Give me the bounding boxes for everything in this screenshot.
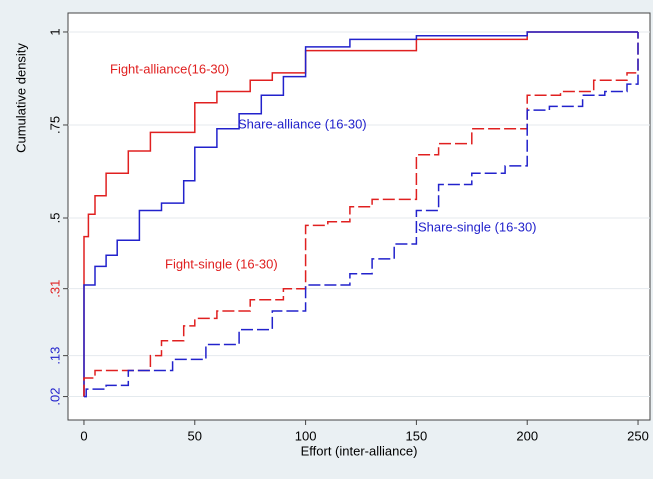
plot-area: [67, 12, 651, 421]
y-tick-label: .02: [47, 388, 62, 406]
series-line: [83, 31, 638, 397]
y-tick-label: .5: [47, 213, 62, 224]
x-tick-label: 250: [627, 428, 649, 443]
y-tick-label: .13: [47, 347, 62, 365]
series-label: Fight-alliance(16-30): [110, 61, 229, 76]
y-axis-title: Cumulative density: [13, 43, 28, 153]
x-tick-label: 150: [406, 428, 428, 443]
x-tick-label: 0: [80, 428, 87, 443]
series-label: Fight-single (16-30): [165, 256, 278, 271]
y-tick-label: .31: [47, 280, 62, 298]
series-label: Share-single (16-30): [418, 219, 537, 234]
x-axis-title: Effort (inter-alliance): [301, 443, 418, 458]
y-tick-label: .75: [47, 116, 62, 134]
series-label: Share-alliance (16-30): [238, 116, 367, 131]
x-tick-label: 50: [188, 428, 202, 443]
series-line: [83, 32, 639, 397]
x-tick-label: 100: [295, 428, 317, 443]
x-tick-label: 200: [516, 428, 538, 443]
y-tick-label: 1: [47, 28, 62, 35]
series-line: [84, 32, 639, 398]
series-line: [83, 31, 638, 397]
